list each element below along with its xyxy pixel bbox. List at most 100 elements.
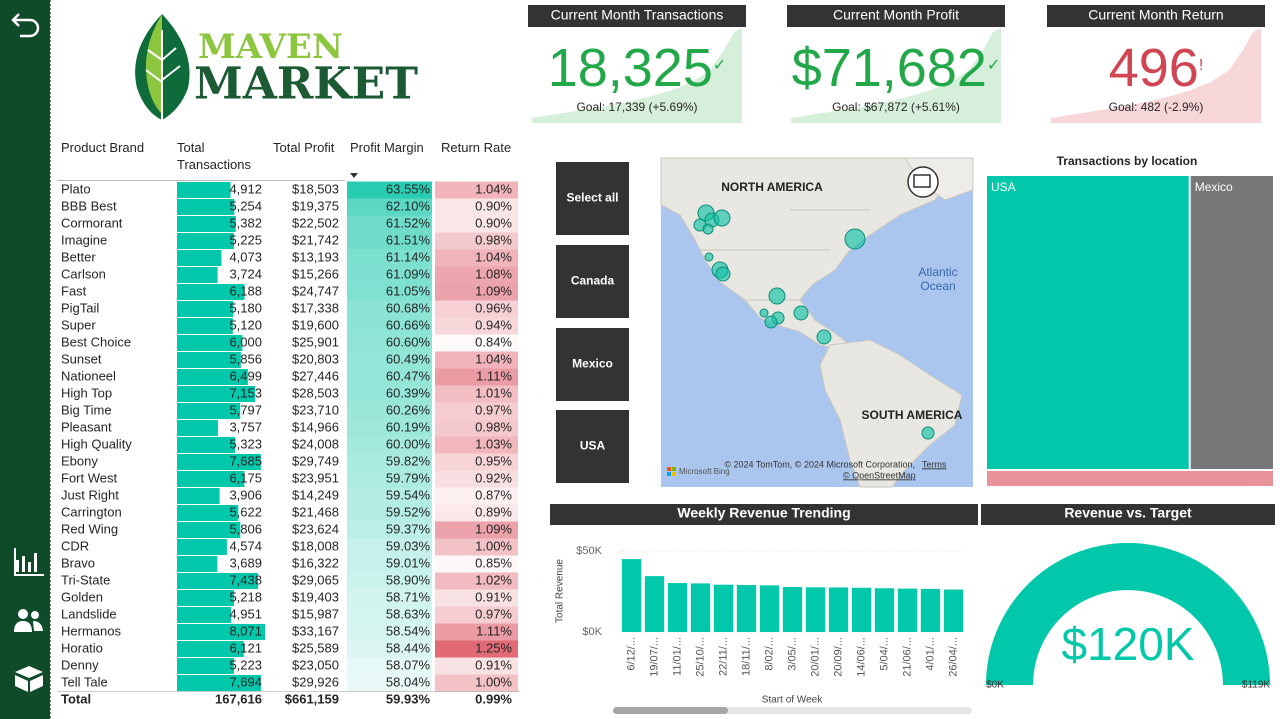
transactions-value: 7,685 bbox=[229, 453, 262, 468]
column-header[interactable]: Return Rate bbox=[441, 140, 512, 155]
profit-value: $22,502 bbox=[292, 215, 339, 230]
margin-cell bbox=[347, 334, 432, 352]
return-value: 0.98% bbox=[475, 419, 512, 434]
transactions-bar bbox=[177, 352, 241, 368]
column-header[interactable]: Product Brand bbox=[61, 140, 145, 155]
slicer-label[interactable]: USA bbox=[580, 439, 606, 453]
margin-cell bbox=[347, 368, 432, 386]
transactions-value: 5,323 bbox=[229, 436, 262, 451]
treemap-cell[interactable] bbox=[987, 176, 1189, 469]
transactions-bar bbox=[177, 182, 231, 198]
bar[interactable] bbox=[805, 587, 826, 632]
bar[interactable] bbox=[874, 588, 895, 632]
margin-cell bbox=[347, 249, 432, 267]
return-cell bbox=[435, 555, 518, 573]
transactions-bar bbox=[177, 488, 220, 504]
back-icon[interactable] bbox=[11, 13, 40, 38]
treemap-cell[interactable] bbox=[987, 470, 1273, 486]
total-cell: 167,616 bbox=[215, 691, 262, 706]
column-header[interactable]: Total Transactions bbox=[177, 140, 251, 172]
bar[interactable] bbox=[897, 588, 918, 632]
section-header bbox=[981, 504, 1275, 525]
transactions-value: 5,856 bbox=[229, 351, 262, 366]
scrollbar-thumb[interactable] bbox=[613, 707, 728, 714]
section-title: Weekly Revenue Trending bbox=[677, 505, 850, 521]
map-terms[interactable]: Terms bbox=[922, 459, 947, 469]
box-icon[interactable] bbox=[15, 666, 43, 692]
x-tick-label: 21/06/... bbox=[901, 637, 913, 677]
return-value: 1.04% bbox=[475, 351, 512, 366]
transactions-bar bbox=[177, 675, 261, 691]
return-cell bbox=[435, 368, 518, 386]
slicer-button[interactable] bbox=[556, 410, 629, 483]
slicer-label[interactable]: Select all bbox=[566, 191, 618, 205]
transactions-value: 3,689 bbox=[229, 555, 262, 570]
column-header[interactable]: Profit Margin bbox=[350, 140, 424, 155]
bar[interactable] bbox=[621, 559, 642, 632]
slicer-button[interactable] bbox=[556, 245, 629, 318]
transactions-bar bbox=[177, 471, 245, 487]
bar[interactable] bbox=[828, 587, 849, 632]
bar[interactable] bbox=[851, 587, 872, 632]
kpi-sparkline bbox=[791, 28, 1001, 123]
bar[interactable] bbox=[690, 583, 711, 632]
people-icon[interactable] bbox=[14, 609, 43, 632]
margin-value: 59.03% bbox=[386, 538, 431, 553]
return-cell bbox=[435, 657, 518, 675]
treemap-cell[interactable] bbox=[1190, 176, 1273, 469]
return-cell bbox=[435, 470, 518, 488]
kpi-value-number: 496 bbox=[1109, 38, 1199, 98]
map-osm[interactable]: © OpenStreetMap bbox=[843, 470, 916, 480]
slicer-label[interactable]: Mexico bbox=[572, 357, 613, 371]
map[interactable] bbox=[660, 157, 974, 488]
bar[interactable] bbox=[782, 586, 803, 632]
brand-name: Golden bbox=[61, 589, 103, 604]
kpi-value: 496! bbox=[1109, 38, 1204, 98]
slicer-button[interactable] bbox=[556, 162, 629, 235]
column-header[interactable]: Total Profit bbox=[273, 140, 335, 155]
brand-name: High Quality bbox=[61, 436, 132, 451]
slicer-label[interactable]: Canada bbox=[571, 274, 615, 288]
margin-value: 61.51% bbox=[386, 232, 431, 247]
return-cell bbox=[435, 521, 518, 539]
brand-name: Red Wing bbox=[61, 521, 118, 536]
return-cell bbox=[435, 487, 518, 505]
return-cell bbox=[435, 249, 518, 267]
brand-name: Horatio bbox=[61, 640, 103, 655]
transactions-bar bbox=[177, 386, 255, 402]
kpi-title: Current Month Return bbox=[1088, 7, 1223, 23]
kpi-status: ! bbox=[1199, 57, 1203, 74]
return-cell bbox=[435, 504, 518, 522]
margin-value: 60.68% bbox=[386, 300, 431, 315]
margin-cell bbox=[347, 657, 432, 675]
bar[interactable] bbox=[943, 589, 964, 632]
return-value: 1.11% bbox=[476, 368, 512, 383]
transactions-bar bbox=[177, 335, 243, 351]
map-label: NORTH AMERICA bbox=[721, 180, 823, 194]
profit-value: $19,375 bbox=[292, 198, 339, 213]
profit-value: $18,008 bbox=[292, 538, 339, 553]
return-value: 1.09% bbox=[475, 521, 512, 536]
profit-value: $33,167 bbox=[292, 623, 339, 638]
bar[interactable] bbox=[713, 584, 734, 632]
logo-line1: MAVEN bbox=[198, 27, 343, 67]
return-cell bbox=[435, 419, 518, 437]
brand-name: Nationeel bbox=[61, 368, 116, 383]
margin-cell bbox=[347, 487, 432, 505]
transactions-bar bbox=[177, 454, 261, 470]
bar[interactable] bbox=[759, 585, 780, 632]
slicer-button[interactable] bbox=[556, 328, 629, 401]
bar[interactable] bbox=[644, 576, 665, 632]
bar[interactable] bbox=[667, 583, 688, 632]
section-header bbox=[550, 504, 978, 525]
transactions-bar bbox=[177, 437, 236, 453]
x-tick-label: 14/06/... bbox=[855, 637, 867, 677]
report-icon[interactable] bbox=[14, 548, 44, 576]
return-cell bbox=[435, 198, 518, 216]
bar[interactable] bbox=[920, 588, 941, 632]
return-value: 0.90% bbox=[475, 215, 512, 230]
transactions-value: 4,574 bbox=[229, 538, 262, 553]
x-tick-label: 4/01/... bbox=[924, 637, 936, 671]
bar[interactable] bbox=[736, 585, 757, 632]
return-cell bbox=[435, 589, 518, 607]
